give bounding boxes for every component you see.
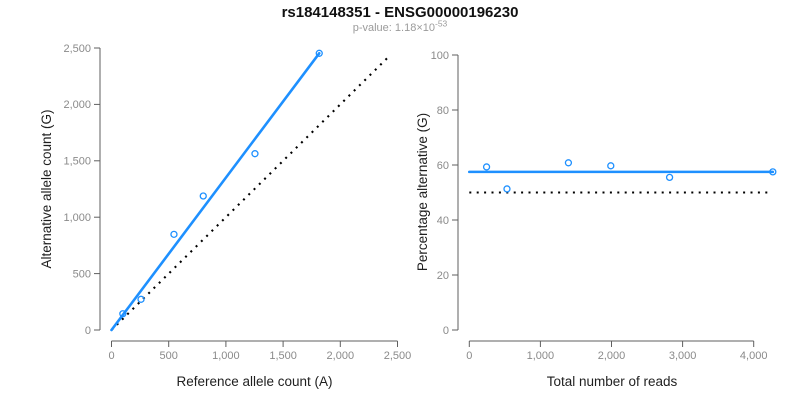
y-tick-label: 80: [437, 105, 449, 117]
data-point: [564, 159, 573, 167]
y-tick-label: 0: [443, 325, 449, 337]
right-plot: 0 20 40 60 80 100 0 1,000 2,000 3,000 4,000 Total …: [415, 50, 777, 389]
pvalue-text: p-value: 1.18×10: [353, 22, 435, 34]
data-point: [251, 150, 259, 158]
reference-dotted-line: [110, 55, 391, 331]
data-point: [482, 163, 491, 171]
x-tick-label: 1,000: [527, 350, 555, 362]
y-tick-label: 1,000: [63, 212, 91, 224]
y-tick-label: 500: [73, 268, 91, 280]
x-tick-label: 2,500: [384, 350, 412, 362]
data-point: [137, 295, 145, 303]
right-x-axis-title: Total number of reads: [547, 374, 678, 389]
pvalue-exponent: -53: [435, 19, 448, 29]
data-point: [769, 168, 777, 176]
data-point: [315, 49, 323, 57]
right-y-axis-title: Percentage alternative (G): [415, 113, 430, 271]
y-tick-label: 2,000: [63, 99, 91, 111]
data-point: [665, 173, 674, 182]
y-tick-label: 60: [437, 160, 449, 172]
y-tick-label: 100: [431, 50, 449, 62]
left-plot: 0 500 1,000 1,500 2,000 2,500 0 500 1,000 1,500 2,…: [39, 43, 411, 389]
x-tick-label: 500: [160, 350, 178, 362]
data-point: [170, 230, 178, 238]
x-tick-label: 1,500: [269, 350, 297, 362]
y-tick-label: 2,500: [63, 43, 91, 55]
x-tick-label: 2,000: [598, 350, 626, 362]
left-plot-marks: 0 500 1,000 1,500 2,000 2,500 0 500 1,000 1,500 2,…: [63, 43, 411, 362]
left-y-axis-title: Alternative allele count (G): [39, 109, 54, 268]
y-tick-label: 0: [85, 325, 91, 337]
fit-line: [110, 52, 321, 332]
data-point: [503, 185, 511, 193]
left-x-axis-title: Reference allele count (A): [176, 374, 332, 389]
data-point: [607, 162, 615, 170]
x-tick-label: 1,000: [212, 350, 240, 362]
x-tick-label: 3,000: [669, 350, 697, 362]
pvalue-subtitle: p-value: 1.18×10-53: [353, 19, 448, 35]
x-tick-label: 2,000: [327, 350, 355, 362]
data-point: [119, 310, 127, 318]
x-tick-label: 4,000: [740, 350, 768, 362]
page-title: rs184148351 - ENSG00000196230: [282, 4, 519, 21]
x-tick-label: 0: [466, 350, 472, 362]
right-plot-marks: 0 20 40 60 80 100 0 1,000 2,000 3,000 4,000: [431, 50, 777, 362]
x-tick-label: 0: [108, 350, 114, 362]
data-point: [199, 192, 207, 200]
y-tick-label: 20: [437, 270, 449, 282]
y-tick-label: 1,500: [63, 156, 91, 168]
y-tick-label: 40: [437, 215, 449, 227]
